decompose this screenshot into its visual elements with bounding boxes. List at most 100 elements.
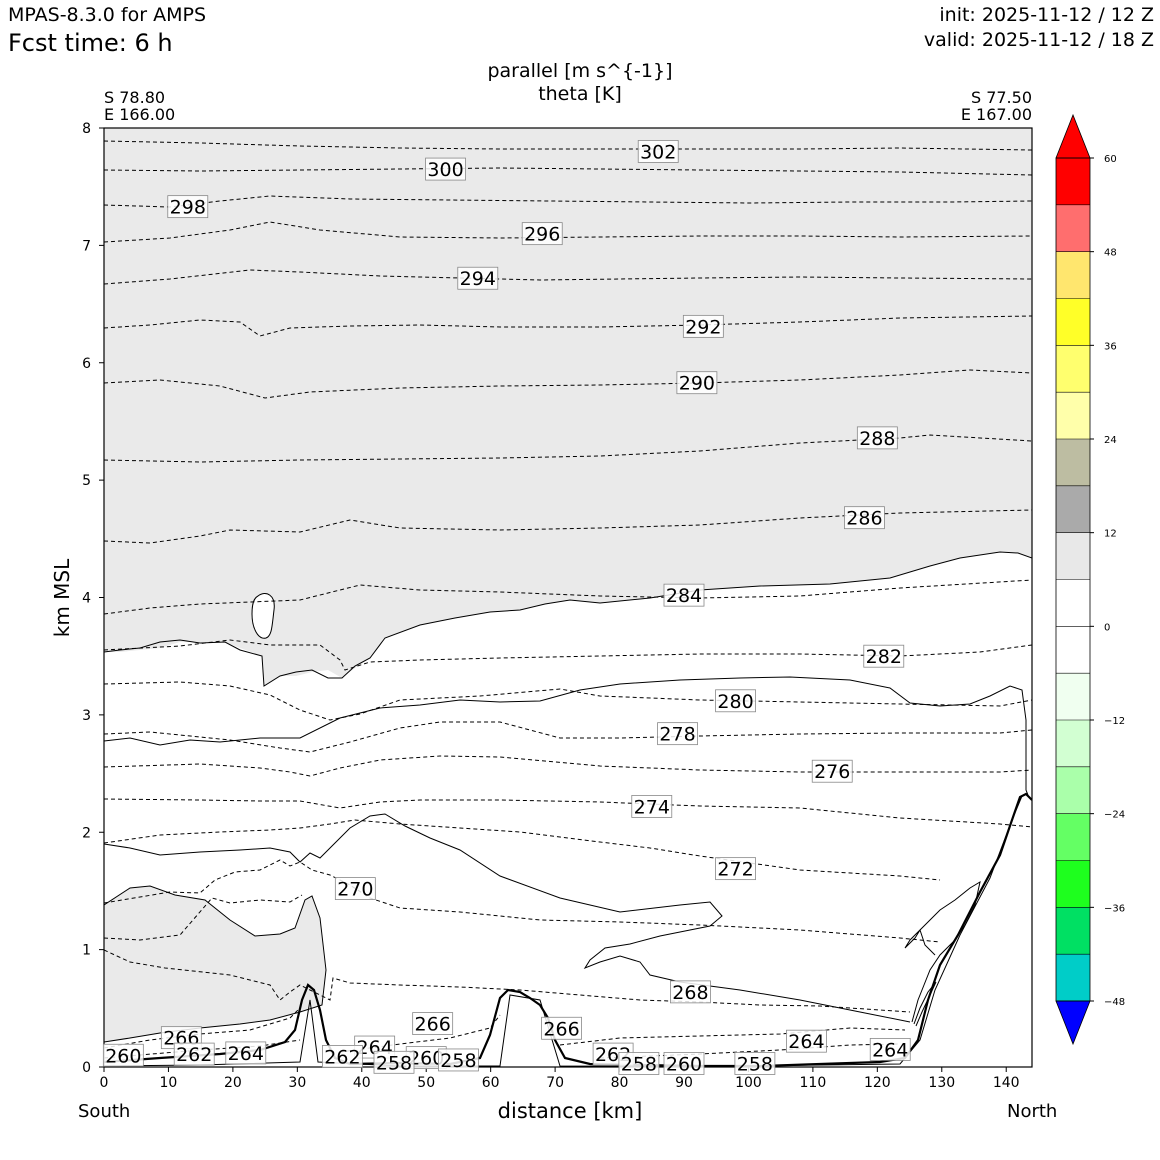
x-tick-label: 100 [735, 1075, 762, 1091]
theta-label-text: 284 [666, 585, 702, 607]
theta-label-text: 288 [859, 428, 895, 450]
theta-label-box [412, 1012, 454, 1035]
theta-line [104, 819, 941, 881]
theta-label: 300 [425, 157, 466, 181]
colorbar-swatch [1056, 158, 1090, 205]
theta-label-box [438, 1048, 479, 1072]
theta-line [559, 1027, 906, 1046]
theta-label-box [734, 1052, 776, 1075]
theta-label-box [618, 1052, 660, 1075]
colorbar-tick-label: 0 [1104, 622, 1110, 633]
forecast-time: Fcst time: 6 h [8, 29, 173, 57]
theta-label-text: 258 [621, 1053, 657, 1075]
theta-label-box [541, 1016, 582, 1040]
right-endpoint-coords: S 77.50 E 167.00 [961, 89, 1032, 123]
colorbar-extend-high [1055, 113, 1091, 159]
theta-label: 266 [412, 1012, 454, 1036]
chart-title: parallel [m s^{-1}] [487, 60, 673, 82]
theta-label: 286 [844, 506, 885, 530]
theta-line [104, 894, 303, 941]
x-tick-label: 70 [546, 1075, 564, 1091]
x-tick-label: 120 [864, 1075, 891, 1091]
colorbar-swatch [1056, 485, 1090, 533]
theta-label-text: 258 [376, 1052, 412, 1074]
theta-label: 262 [173, 1042, 215, 1066]
theta-label: 258 [618, 1052, 660, 1075]
theta-label-text: 268 [672, 982, 708, 1004]
wind-shading-blob [251, 593, 275, 639]
theta-line [104, 949, 911, 1013]
theta-label-text: 296 [524, 224, 560, 246]
colorbar-tick-label: 24 [1104, 435, 1117, 446]
colorbar-swatch [1056, 954, 1090, 1001]
colorbar-tick-label: 12 [1104, 529, 1117, 540]
y-tick-label: 8 [82, 121, 91, 137]
chart-subtitle: theta [K] [538, 83, 622, 105]
colorbar-tick-label: 36 [1104, 341, 1117, 352]
theta-label-text: 258 [440, 1050, 476, 1072]
y-axis: 0 1 2 3 4 5 6 7 8 [82, 121, 104, 1076]
theta-line [104, 639, 1032, 671]
y-tick-label: 5 [82, 473, 91, 489]
theta-label-box [856, 426, 898, 450]
colorbar-swatch [1056, 579, 1090, 627]
theta-label-text: 302 [640, 141, 676, 163]
wind-contour-2km [104, 813, 911, 1023]
colorbar-swatch [1056, 720, 1090, 767]
colorbar-swatch [1056, 251, 1090, 299]
colorbar-extend-low [1055, 1000, 1091, 1046]
wind-shading-upper [104, 128, 1032, 686]
theta-label-text: 280 [717, 691, 753, 713]
theta-label: 288 [856, 426, 898, 450]
theta-label-text: 260 [105, 1045, 141, 1067]
x-tick-label: 40 [353, 1075, 371, 1091]
colorbar-tick-label: 60 [1104, 154, 1117, 165]
theta-label-box [102, 1043, 144, 1067]
theta-label-box [322, 1045, 363, 1068]
wind-contour-upper-boundary [104, 551, 1032, 687]
colorbar-tick-label: −24 [1104, 810, 1125, 821]
theta-label: 264 [786, 1029, 827, 1053]
theta-label-box [631, 795, 673, 818]
theta-label-text: 264 [788, 1031, 824, 1053]
theta-line [104, 681, 1032, 721]
theta-label-text: 274 [634, 796, 670, 818]
theta-line [104, 434, 1032, 463]
y-axis-label: km MSL [50, 558, 74, 638]
theta-label-box [869, 1037, 911, 1061]
theta-label-text: 294 [460, 268, 496, 290]
theta-label: 258 [734, 1052, 776, 1075]
theta-label: 292 [682, 314, 724, 338]
theta-label-text: 282 [866, 646, 902, 668]
theta-label-box [786, 1029, 827, 1053]
colorbar-tick-label: −48 [1104, 997, 1125, 1008]
model-title: MPAS-8.3.0 for AMPS [8, 4, 207, 26]
theta-label-box [811, 759, 853, 783]
theta-label-box [425, 157, 466, 181]
y-tick-label: 4 [82, 591, 91, 607]
theta-label-box [663, 1052, 705, 1075]
colorbar: −48 −36 −24 −12 0 12 24 36 48 60 [1055, 113, 1125, 1046]
theta-contour-labels: 302 300 298 296 294 292 290 288 286 284 282 280 278 2… [102, 140, 911, 1075]
theta-label: 258 [438, 1048, 479, 1072]
theta-label-box [173, 1042, 215, 1066]
south-label: South [78, 1101, 131, 1122]
left-lat: S 78.80 [104, 88, 166, 107]
theta-label: 266 [541, 1016, 582, 1040]
theta-label: 290 [676, 371, 718, 395]
colorbar-frame [1055, 157, 1091, 1002]
left-lon: E 166.00 [104, 105, 176, 124]
theta-label: 302 [637, 140, 679, 163]
theta-label-text: 272 [717, 859, 753, 881]
x-tick-label: 130 [928, 1075, 955, 1091]
colorbar-swatch [1056, 673, 1090, 720]
colorbar-swatch [1056, 532, 1090, 580]
theta-label: 284 [663, 583, 705, 607]
theta-label-text: 278 [659, 724, 695, 746]
theta-label-text: 292 [685, 316, 721, 338]
theta-label: 296 [521, 222, 563, 246]
colorbar-swatch [1056, 813, 1090, 861]
theta-label: 282 [863, 644, 905, 668]
theta-label: 276 [811, 759, 853, 783]
theta-label-box [637, 140, 679, 163]
